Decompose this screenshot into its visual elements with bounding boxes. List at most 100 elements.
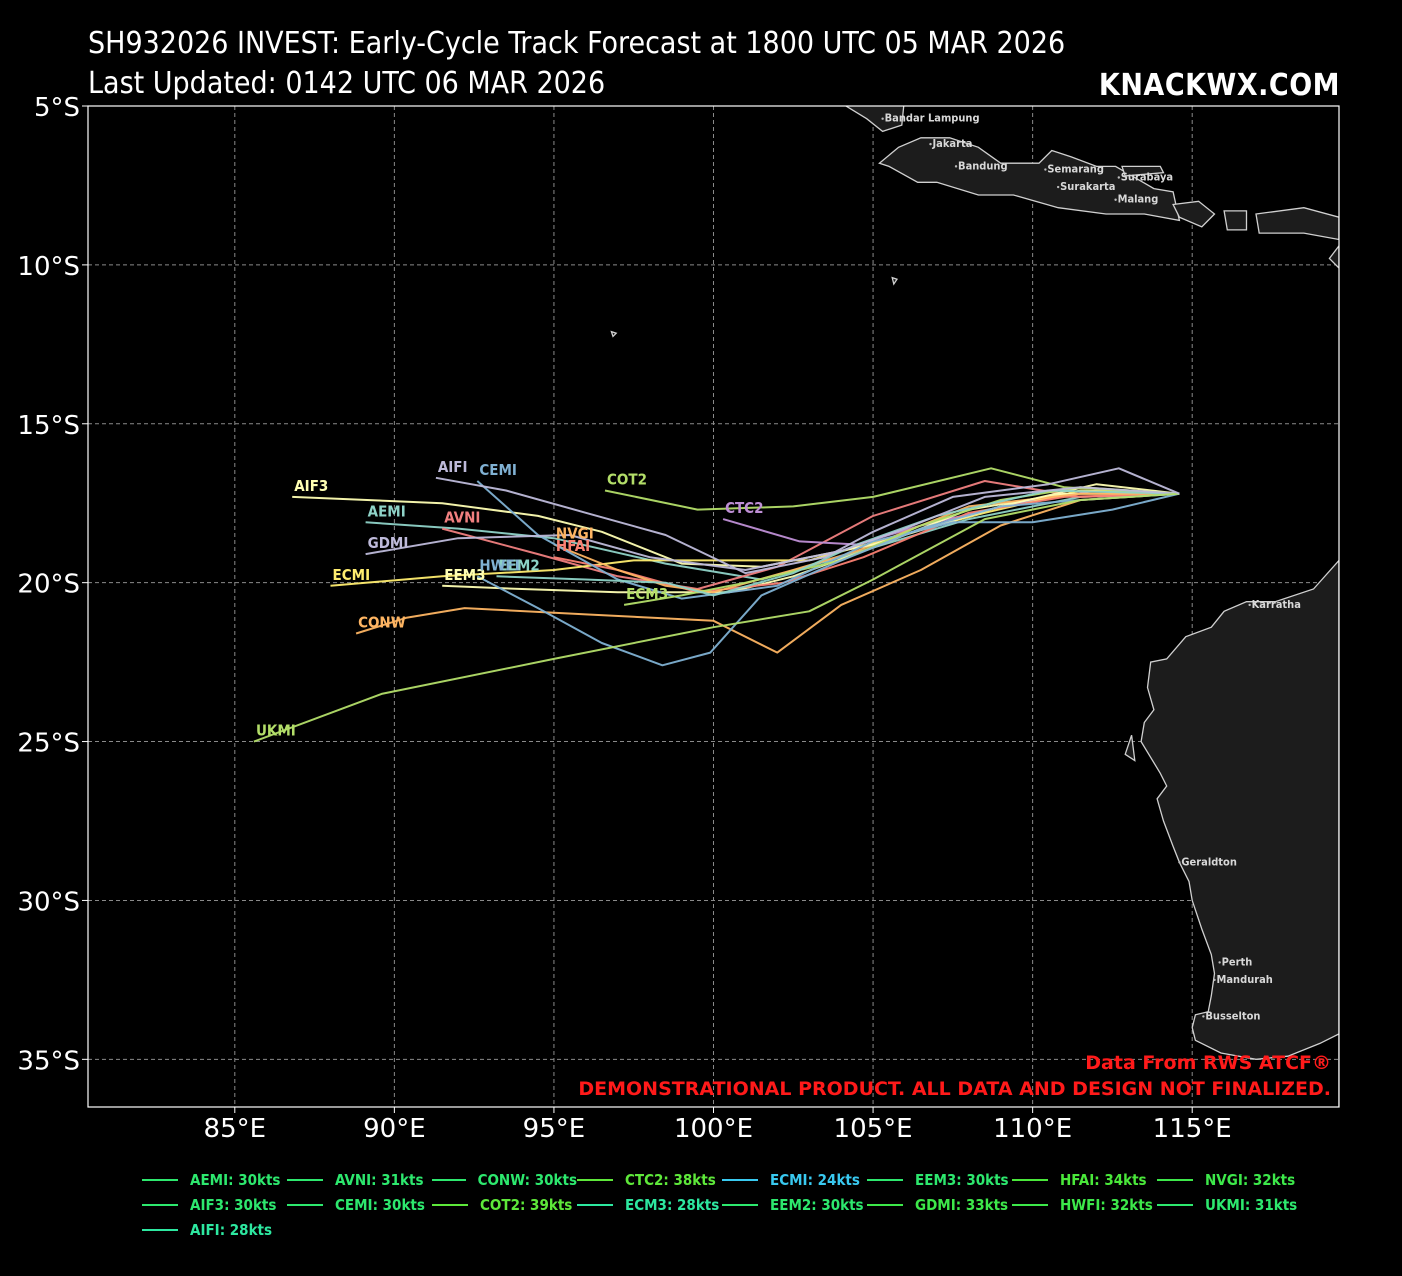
track-label-aif3: AIF3	[294, 477, 328, 495]
legend-text: EEM2: 30kts	[770, 1196, 864, 1214]
track-label-eem2: EEM2	[498, 556, 539, 574]
legend-swatch	[142, 1229, 178, 1231]
lon-tick-label: 105°E	[834, 1114, 913, 1144]
city-label: Surabaya	[1121, 171, 1173, 184]
city-label: Semarang	[1047, 163, 1104, 176]
track-label-avni: AVNI	[444, 509, 480, 527]
legend-text: CEMI: 30kts	[335, 1196, 425, 1214]
legend-item-ctc2: CTC2: 38kts	[577, 1170, 722, 1190]
city-dot	[1218, 961, 1221, 964]
forecast-tracks	[253, 467, 1180, 743]
city-dot	[954, 165, 958, 168]
java-island	[878, 137, 1181, 222]
legend-text: NVGI: 32kts	[1205, 1171, 1296, 1189]
grid-lines	[88, 105, 1339, 1107]
city-dot	[1178, 861, 1181, 864]
madura-island	[1121, 165, 1165, 177]
track-label-ctc2: CTC2	[725, 499, 763, 517]
track-nvgi	[553, 492, 1180, 594]
legend-text: AIFI: 28kts	[190, 1221, 273, 1239]
lat-tick-label: 15°S	[17, 411, 80, 441]
track-aifi	[435, 467, 1180, 575]
track-label-nvgi: NVGI	[556, 525, 594, 543]
city-dot	[881, 117, 884, 120]
legend-text: COT2: 39kts	[480, 1196, 573, 1214]
legend-text: EEM3: 30kts	[915, 1171, 1009, 1189]
track-label-aemi: AEMI	[368, 502, 406, 520]
legend-item-hwfi: HWFI: 32kts	[1012, 1195, 1157, 1215]
city-label: Jakarta	[932, 137, 973, 150]
city-dot	[1044, 168, 1047, 171]
legend-swatch	[867, 1179, 903, 1181]
track-gdmi	[365, 486, 1180, 571]
city-label: Perth	[1222, 955, 1253, 968]
data-source-note: Data From RWS ATCF®	[1085, 1052, 1331, 1074]
dirk-hartog-island	[1124, 734, 1136, 762]
city-label: Karratha	[1252, 598, 1301, 611]
city-label: Malang	[1118, 193, 1159, 206]
track-label-eem3: EEM3	[444, 566, 485, 584]
legend-text: CONW: 30kts	[477, 1171, 577, 1189]
city-label: Bandung	[958, 159, 1008, 172]
track-label-ukmi: UKMI	[256, 722, 296, 740]
track-label-conw: CONW	[358, 614, 406, 632]
brand-logo-text: KNACKWX.COM	[1098, 68, 1340, 103]
legend-item-nvgi: NVGI: 32kts	[1157, 1170, 1302, 1190]
legend-text: AIF3: 30kts	[190, 1196, 277, 1214]
legend-text: GDMI: 33kts	[915, 1196, 1009, 1214]
lat-tick-label: 25°S	[17, 729, 80, 759]
land-masses	[610, 106, 1339, 1107]
city-dot	[1202, 1015, 1205, 1018]
track-hwfi	[476, 492, 1180, 667]
city-label: Mandurah	[1217, 973, 1273, 986]
legend-row: AIF3: 30kts CEMI: 30kts COT2: 39kts ECM3: 2…	[142, 1195, 1302, 1215]
legend-row: AIFI: 28kts	[142, 1220, 287, 1240]
legend-text: CTC2: 38kts	[625, 1171, 716, 1189]
lon-tick-label: 110°E	[993, 1114, 1072, 1144]
city-label: Bandar Lampung	[885, 112, 980, 125]
legend-text: HFAI: 34kts	[1060, 1171, 1147, 1189]
lat-tick-label: 10°S	[17, 252, 80, 282]
sumbawa-island	[1255, 207, 1339, 241]
legend-item-ukmi: UKMI: 31kts	[1157, 1195, 1302, 1215]
legend-swatch	[142, 1179, 178, 1181]
legend-item-hfai: HFAI: 34kts	[1012, 1170, 1157, 1190]
legend-item-ecmi: ECMI: 24kts	[722, 1170, 867, 1190]
track-label-ecm3: ECM3	[626, 585, 668, 603]
lon-tick-label: 100°E	[674, 1114, 753, 1144]
lombok-island	[1223, 210, 1248, 231]
lat-tick-label: 5°S	[34, 93, 80, 123]
city-label: Geraldton	[1181, 855, 1236, 868]
legend-item-eem3: EEM3: 30kts	[867, 1170, 1012, 1190]
legend-text: ECMI: 24kts	[770, 1171, 860, 1189]
australia-mainland	[1140, 559, 1339, 1107]
legend-swatch	[1157, 1204, 1193, 1206]
legend-item-aifi: AIFI: 28kts	[142, 1220, 287, 1240]
legend-text: AEMI: 30kts	[190, 1171, 281, 1189]
legend-item-conw: CONW: 30kts	[432, 1170, 577, 1190]
track-label-ecmi: ECMI	[333, 566, 371, 584]
lat-tick-label: 30°S	[17, 887, 80, 917]
legend-swatch	[432, 1204, 468, 1206]
track-ukmi	[253, 492, 1180, 743]
legend-swatch	[722, 1179, 758, 1181]
track-cot2	[604, 467, 1180, 511]
cocos-islands	[610, 330, 618, 338]
city-labels: Bandar Lampung Jakarta Bandung Semarang Sura…	[881, 112, 1301, 1022]
legend-text: HWFI: 32kts	[1060, 1196, 1153, 1214]
last-updated: Last Updated: 0142 UTC 06 MAR 2026	[88, 66, 606, 101]
track-label-cemi: CEMI	[479, 461, 517, 479]
legend-swatch	[722, 1204, 758, 1206]
axis-ticks: 5°S 10°S 15°S 20°S 25°S 30°S 35°S 85°E 90°E 95°E 1…	[17, 93, 1231, 1144]
track-label-aifi: AIFI	[438, 458, 468, 476]
track-label-gdmi: GDMI	[368, 534, 409, 552]
legend-text: UKMI: 31kts	[1205, 1196, 1298, 1214]
legend-text: ECM3: 28kts	[625, 1196, 720, 1214]
track-conw	[355, 492, 1180, 654]
legend-text: AVNI: 31kts	[335, 1171, 424, 1189]
track-label-cot2: COT2	[607, 471, 647, 489]
city-dot	[1248, 603, 1251, 607]
bali-island	[1172, 200, 1216, 228]
legend-swatch	[1012, 1204, 1048, 1206]
